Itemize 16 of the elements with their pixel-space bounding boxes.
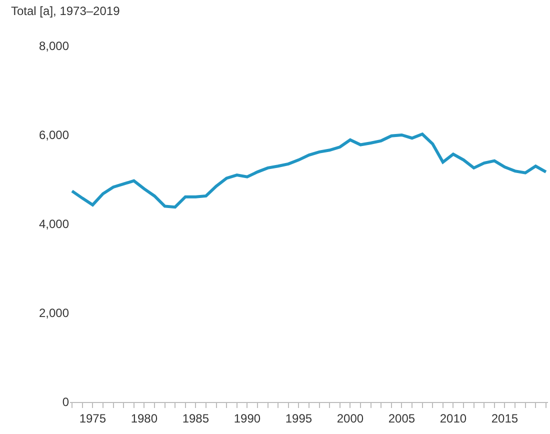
- x-tick-label: 1980: [130, 411, 158, 426]
- line-series: [70, 132, 548, 209]
- y-tick-label: 4,000: [38, 217, 70, 232]
- y-tick-label: 0: [62, 395, 70, 410]
- x-tick-label: 1985: [182, 411, 210, 426]
- y-tick-label: 2,000: [38, 306, 70, 320]
- y-tick-label: 6,000: [38, 128, 70, 142]
- x-tick-label: 1975: [79, 411, 106, 426]
- y-tick-label: 8,000: [38, 39, 70, 54]
- chart-title: Total [a], 1973–2019: [11, 4, 120, 18]
- x-tick-label: 2005: [388, 411, 416, 426]
- x-tick-label: 1995: [285, 411, 312, 426]
- x-tick-label: 1990: [234, 411, 261, 426]
- x-tick-label: 2010: [440, 411, 467, 426]
- x-tick-label: 2000: [336, 411, 364, 426]
- x-tick-label: 2015: [491, 411, 518, 426]
